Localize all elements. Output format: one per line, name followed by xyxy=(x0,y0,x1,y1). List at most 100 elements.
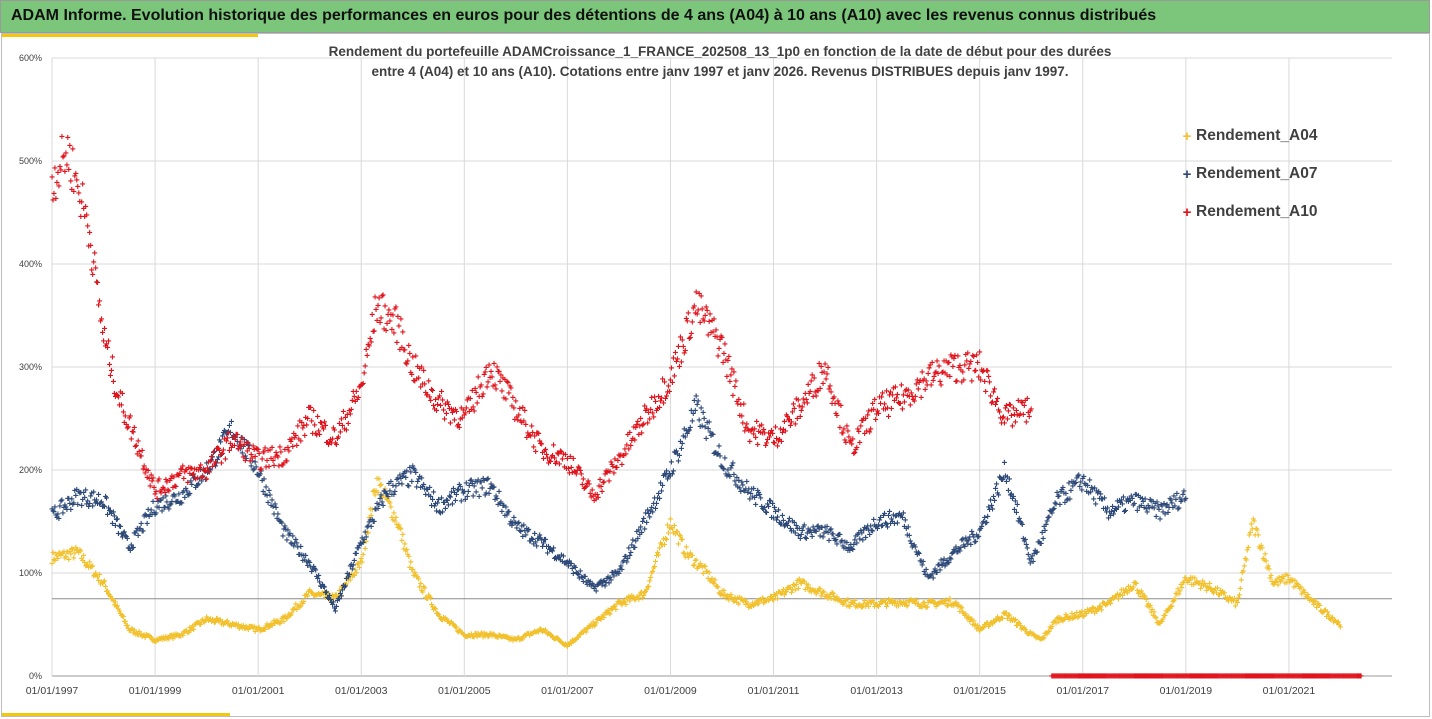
point-rendement-a04: + xyxy=(1008,615,1014,626)
point-rendement-a07: + xyxy=(51,507,57,518)
point-rendement-a04: + xyxy=(1080,611,1086,622)
point-rendement-a04: + xyxy=(325,589,331,600)
point-rendement-a04: + xyxy=(279,614,285,625)
point-rendement-a04: + xyxy=(1035,633,1041,644)
point-rendement-a04: + xyxy=(1214,589,1220,600)
point-rendement-a04: + xyxy=(665,520,671,531)
point-rendement-a04: + xyxy=(1226,596,1232,607)
point-rendement-a04: + xyxy=(333,591,339,602)
point-rendement-a04: + xyxy=(787,583,793,594)
point-rendement-a04: + xyxy=(513,634,519,645)
point-rendement-a04: + xyxy=(585,623,591,634)
point-rendement-a04: + xyxy=(407,563,413,574)
point-rendement-a07: + xyxy=(100,502,106,513)
point-rendement-a04: + xyxy=(116,606,122,617)
point-rendement-a07: + xyxy=(61,503,67,514)
point-rendement-a04: + xyxy=(290,605,296,616)
point-rendement-a04: + xyxy=(139,632,145,643)
point-rendement-a04: + xyxy=(63,552,69,563)
legend-item-a04: + Rendement_A04 xyxy=(1180,126,1318,146)
point-rendement-a04: + xyxy=(190,621,196,632)
point-rendement-a04: + xyxy=(553,634,559,645)
point-rendement-a04: + xyxy=(661,535,667,546)
point-rendement-a04: + xyxy=(646,582,652,593)
point-rendement-a04: + xyxy=(1141,591,1147,602)
point-rendement-a10: + xyxy=(755,440,761,451)
point-rendement-a04: + xyxy=(1047,622,1053,633)
point-rendement-a04: + xyxy=(724,591,730,602)
x-tick-label: 01/01/2013 xyxy=(850,685,903,697)
point-rendement-a04: + xyxy=(428,594,434,605)
point-rendement-a04: + xyxy=(1291,582,1297,593)
point-rendement-a04: + xyxy=(868,598,874,609)
point-rendement-a04: + xyxy=(827,590,833,601)
point-rendement-a04: + xyxy=(498,632,504,643)
point-rendement-a04: + xyxy=(716,589,722,600)
point-rendement-a04: + xyxy=(462,632,468,643)
point-rendement-a04: + xyxy=(726,596,732,607)
point-rendement-a04: + xyxy=(624,593,630,604)
point-rendement-a04: + xyxy=(86,563,92,574)
point-rendement-a04: + xyxy=(1099,606,1105,617)
point-rendement-a04: + xyxy=(94,570,100,581)
point-rendement-a04: + xyxy=(329,595,335,606)
point-rendement-a04: + xyxy=(940,598,946,609)
point-rendement-a04: + xyxy=(172,633,178,644)
point-rendement-a04: + xyxy=(1085,605,1091,616)
point-rendement-a04: + xyxy=(148,633,154,644)
point-rendement-a04: + xyxy=(691,561,697,572)
point-rendement-a04: + xyxy=(865,598,871,609)
point-rendement-a04: + xyxy=(265,623,271,634)
point-rendement-a07: + xyxy=(144,519,150,530)
point-rendement-a04: + xyxy=(463,632,469,643)
x-tick-label: 01/01/2001 xyxy=(232,685,285,697)
point-rendement-a10: + xyxy=(106,337,112,348)
point-rendement-a04: + xyxy=(1283,570,1289,581)
point-rendement-a04: + xyxy=(1110,593,1116,604)
point-rendement-a04: + xyxy=(1279,572,1285,583)
point-rendement-a04: + xyxy=(722,590,728,601)
point-rendement-a04: + xyxy=(591,622,597,633)
point-rendement-a04: + xyxy=(337,591,343,602)
point-rendement-a04: + xyxy=(1009,616,1015,627)
point-rendement-a04: + xyxy=(1296,582,1302,593)
point-rendement-a04: + xyxy=(839,598,845,609)
point-rendement-a04: + xyxy=(1271,580,1277,591)
point-rendement-a04: + xyxy=(898,598,904,609)
point-rendement-a04: + xyxy=(1060,616,1066,627)
point-rendement-a07: + xyxy=(1007,474,1013,485)
point-rendement-a04: + xyxy=(1106,598,1112,609)
point-rendement-a04: + xyxy=(855,602,861,613)
point-rendement-a04: + xyxy=(143,630,149,641)
point-rendement-a04: + xyxy=(457,626,463,637)
point-rendement-a04: + xyxy=(352,566,358,577)
point-rendement-a04: + xyxy=(261,625,267,636)
point-rendement-a04: + xyxy=(136,627,142,638)
point-rendement-a04: + xyxy=(718,590,724,601)
point-rendement-a04: + xyxy=(774,589,780,600)
point-rendement-a04: + xyxy=(739,594,745,605)
point-rendement-a07: + xyxy=(150,497,156,508)
point-rendement-a04: + xyxy=(1184,576,1190,587)
point-rendement-a04: + xyxy=(474,632,480,643)
point-rendement-a04: + xyxy=(978,624,984,635)
point-rendement-a04: + xyxy=(1167,603,1173,614)
point-rendement-a04: + xyxy=(369,505,375,516)
point-rendement-a04: + xyxy=(288,611,294,622)
point-rendement-a04: + xyxy=(852,596,858,607)
point-rendement-a04: + xyxy=(96,576,102,587)
point-rendement-a04: + xyxy=(366,513,372,524)
point-rendement-a07: + xyxy=(730,459,736,470)
point-rendement-a10: + xyxy=(522,406,528,417)
point-rendement-a04: + xyxy=(1228,594,1234,605)
point-rendement-a04: + xyxy=(542,627,548,638)
point-rendement-a04: + xyxy=(313,590,319,601)
point-rendement-a04: + xyxy=(408,557,414,568)
point-rendement-a10: + xyxy=(360,379,366,390)
point-rendement-a04: + xyxy=(922,601,928,612)
point-rendement-a04: + xyxy=(639,588,645,599)
point-rendement-a04: + xyxy=(88,563,94,574)
point-rendement-a04: + xyxy=(1213,584,1219,595)
point-rendement-a04: + xyxy=(983,620,989,631)
point-rendement-a04: + xyxy=(1089,607,1095,618)
